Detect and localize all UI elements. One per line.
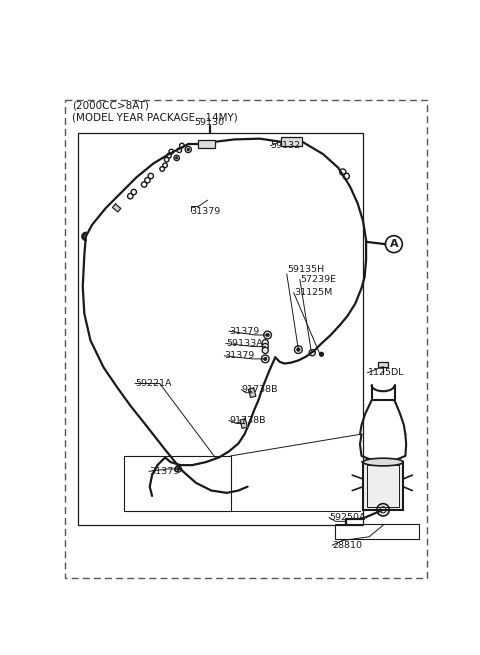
- Text: (MODEL YEAR PACKAGE - 14MY): (MODEL YEAR PACKAGE - 14MY): [72, 112, 238, 122]
- Circle shape: [187, 148, 190, 151]
- Text: 59250A: 59250A: [329, 513, 366, 522]
- Text: 59132: 59132: [271, 141, 301, 150]
- Circle shape: [262, 340, 268, 346]
- Circle shape: [177, 468, 180, 470]
- Text: 59221A: 59221A: [135, 379, 172, 388]
- Circle shape: [176, 157, 178, 159]
- Text: 1125DL: 1125DL: [368, 368, 404, 377]
- Text: (2000CC>8AT): (2000CC>8AT): [72, 101, 149, 111]
- Text: 91738B: 91738B: [229, 416, 265, 425]
- Bar: [198, 140, 215, 148]
- Bar: [281, 137, 302, 146]
- Circle shape: [297, 348, 300, 351]
- Circle shape: [262, 347, 268, 354]
- Text: 59130: 59130: [195, 118, 225, 127]
- Text: 31379: 31379: [149, 467, 179, 476]
- Polygon shape: [112, 204, 121, 212]
- Circle shape: [264, 357, 267, 361]
- Text: 31379: 31379: [191, 206, 221, 215]
- Text: 31379: 31379: [229, 327, 259, 335]
- Text: 28810: 28810: [332, 541, 362, 550]
- Text: 91738B: 91738B: [241, 385, 278, 394]
- Bar: [335, 523, 419, 539]
- Bar: [124, 456, 230, 512]
- Text: 31125M: 31125M: [294, 288, 332, 297]
- Text: 59135H: 59135H: [287, 265, 324, 274]
- Bar: [367, 465, 399, 507]
- Bar: [378, 362, 388, 367]
- Circle shape: [262, 343, 268, 350]
- Text: 59133A: 59133A: [226, 339, 263, 348]
- Text: 31379: 31379: [225, 351, 255, 360]
- Bar: [363, 462, 403, 510]
- Circle shape: [320, 352, 324, 356]
- Ellipse shape: [363, 458, 403, 466]
- Polygon shape: [240, 419, 247, 428]
- Text: A: A: [390, 239, 398, 249]
- Text: 57239E: 57239E: [300, 275, 336, 284]
- Polygon shape: [249, 388, 256, 398]
- Bar: [78, 132, 363, 525]
- Circle shape: [266, 333, 269, 337]
